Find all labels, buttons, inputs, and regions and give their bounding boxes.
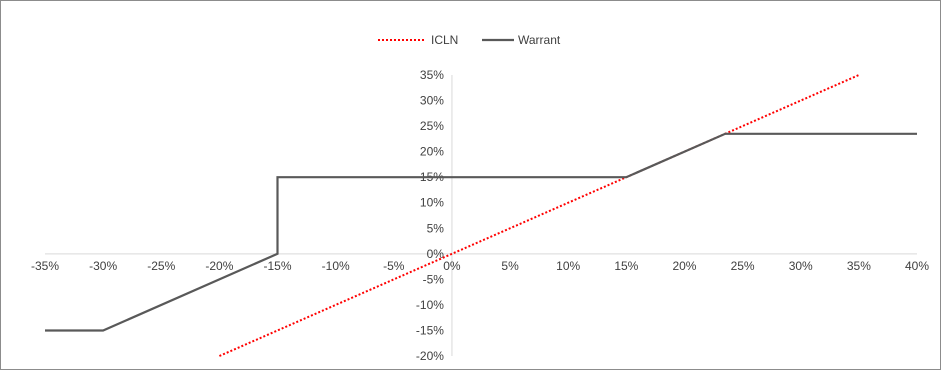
x-tick-neg20pct: -20%	[205, 259, 233, 273]
x-tick-0pct: 0%	[443, 259, 461, 273]
y-tick-neg5pct: -5%	[423, 272, 445, 286]
x-tick-40pct: 40%	[905, 259, 929, 273]
legend-label-warrant: Warrant	[518, 33, 561, 47]
chart-legend: ICLN Warrant	[378, 33, 561, 47]
y-tick-35pct: 35%	[420, 68, 444, 82]
y-axis-ticks: 35%30%25%20%15%10%5%0%-5%-10%-15%-20%	[416, 68, 444, 363]
legend-label-icln: ICLN	[431, 33, 458, 47]
y-tick-5pct: 5%	[427, 221, 445, 235]
series-line-icln	[218, 74, 860, 357]
series-line-warrant	[45, 132, 917, 332]
x-tick-neg35pct: -35%	[31, 259, 59, 273]
series-layer	[45, 74, 917, 357]
y-tick-10pct: 10%	[420, 196, 444, 210]
x-tick-35pct: 35%	[847, 259, 871, 273]
y-tick-20pct: 20%	[420, 145, 444, 159]
x-tick-neg15pct: -15%	[264, 259, 292, 273]
x-tick-neg10pct: -10%	[322, 259, 350, 273]
y-tick-30pct: 30%	[420, 94, 444, 108]
x-tick-15pct: 15%	[614, 259, 638, 273]
y-tick-neg10pct: -10%	[416, 298, 444, 312]
x-tick-25pct: 25%	[731, 259, 755, 273]
x-tick-neg30pct: -30%	[89, 259, 117, 273]
x-tick-5pct: 5%	[501, 259, 519, 273]
x-tick-20pct: 20%	[672, 259, 696, 273]
x-axis-ticks: -35% -30% -25% -20% -15% -10% -5% 0% 5% 10% 15% 20%…	[31, 259, 929, 273]
x-tick-neg5pct: -5%	[383, 259, 405, 273]
x-tick-30pct: 30%	[789, 259, 813, 273]
y-tick-0pct: 0%	[427, 247, 445, 261]
y-tick-neg15pct: -15%	[416, 323, 444, 337]
y-tick-neg20pct: -20%	[416, 349, 444, 363]
x-tick-10pct: 10%	[556, 259, 580, 273]
y-tick-25pct: 25%	[420, 119, 444, 133]
x-tick-neg25pct: -25%	[147, 259, 175, 273]
